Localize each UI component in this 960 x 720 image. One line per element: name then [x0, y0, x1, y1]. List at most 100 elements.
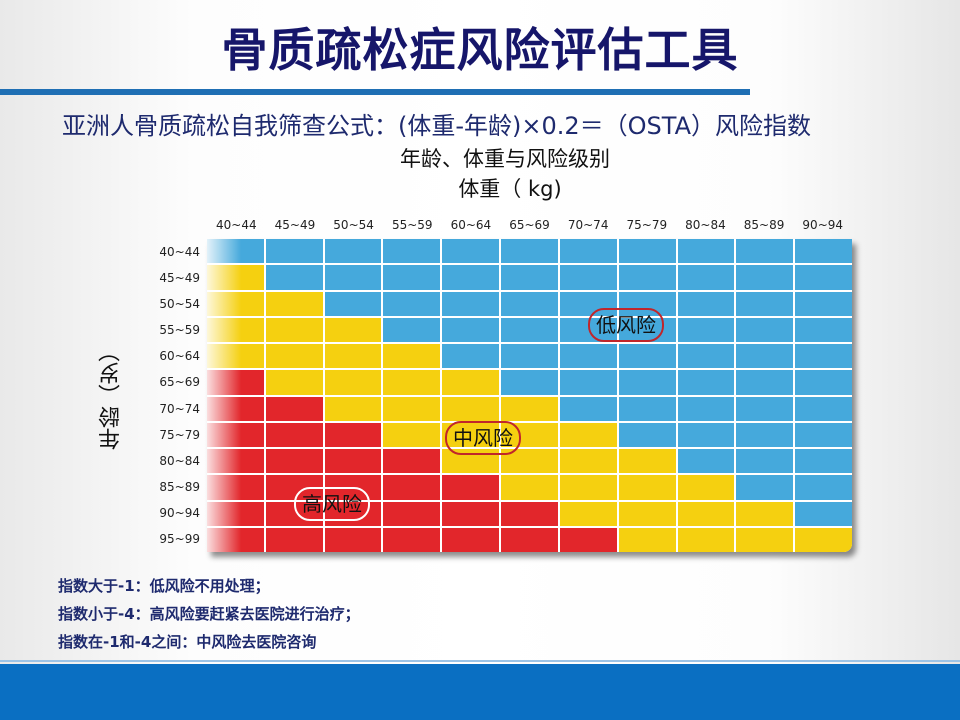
grid-cell-low [618, 239, 676, 264]
grid-cell-low [559, 239, 617, 264]
grid-cell-low [618, 396, 676, 421]
grid-cell-low [383, 291, 441, 316]
grid-cell-high [383, 475, 441, 500]
grid-cell-low [795, 239, 852, 264]
title-divider [0, 89, 750, 95]
grid-cell-mid [677, 475, 735, 500]
grid-cell-high [207, 396, 264, 421]
grid-cell-low [736, 344, 794, 369]
grid-cell-high [383, 527, 441, 552]
grid-cell-low [618, 370, 676, 395]
grid-cell-low [677, 291, 735, 316]
grid-cell-low [736, 317, 794, 342]
grid-cell-low [677, 317, 735, 342]
grid-cell-mid [559, 475, 617, 500]
grid-cell-low [618, 291, 676, 316]
column-header: 85~89 [743, 218, 785, 232]
grid-cell-low [736, 449, 794, 474]
page-title: 骨质疏松症风险评估工具 [221, 23, 739, 77]
grid-cell-mid [383, 344, 441, 369]
column-header: 55~59 [391, 218, 433, 232]
note-high: 指数小于-4：高风险要赶紧去医院进行治疗； [58, 605, 360, 623]
grid-cell-low [618, 317, 676, 342]
grid-cell-mid [383, 422, 441, 447]
row-header: 75~79 [159, 427, 200, 442]
grid-cell-low [736, 370, 794, 395]
grid-cell-mid [324, 344, 382, 369]
grid-cell-low [618, 344, 676, 369]
row-header: 60~64 [159, 349, 200, 364]
high-risk-label: 高风险 [294, 487, 370, 521]
grid-cell-mid [265, 344, 323, 369]
grid-cell-low [795, 396, 852, 421]
grid-cell-low [618, 422, 676, 447]
grid-cell-low [795, 475, 852, 500]
grid-cell-low [559, 396, 617, 421]
grid-cell-low [795, 370, 852, 395]
grid-cell-low [442, 317, 500, 342]
grid-cell-mid [559, 422, 617, 447]
grid-cell-high [324, 501, 382, 526]
grid-cell-mid [618, 475, 676, 500]
grid-cell-low [501, 344, 558, 369]
grid-cell-mid [265, 291, 323, 316]
row-header: 80~84 [159, 453, 200, 468]
column-header: 65~69 [509, 218, 550, 232]
grid-cell-mid [795, 527, 852, 552]
grid-cell-low [795, 291, 852, 316]
grid-cell-low [559, 291, 617, 316]
grid-cell-high [501, 527, 558, 552]
grid-cell-high [324, 422, 382, 447]
grid-cell-low [736, 475, 794, 500]
grid-cell-mid [383, 370, 441, 395]
grid-cell-low [677, 370, 735, 395]
grid-cell-high [501, 501, 558, 526]
grid-cell-mid [736, 501, 794, 526]
grid-cell-low [501, 239, 558, 264]
grid-cell-mid [736, 527, 794, 552]
row-header: 40~44 [159, 245, 200, 259]
grid-cell-mid [559, 501, 617, 526]
grid-cell-high [442, 527, 500, 552]
grid-cell-low [677, 265, 735, 290]
column-header: 90~94 [802, 218, 844, 232]
grid-cell-high [265, 422, 323, 447]
grid-cell-low [559, 344, 617, 369]
note-mid: 指数在-1和-4之间：中风险去医院咨询 [58, 633, 317, 651]
grid-cell-low [677, 422, 735, 447]
row-header: 65~69 [159, 375, 200, 390]
column-header: 70~74 [567, 218, 609, 232]
row-header: 45~49 [159, 271, 200, 286]
grid-cell-low [559, 370, 617, 395]
grid-cell-low [677, 344, 735, 369]
grid-cell-low [677, 449, 735, 474]
footer-line [0, 660, 960, 662]
grid-cell-low [618, 265, 676, 290]
grid-cell-mid [559, 449, 617, 474]
grid-cell-high [442, 475, 500, 500]
row-header: 95~99 [159, 532, 200, 547]
grid-cell-mid [501, 475, 558, 500]
grid-cell-low [383, 317, 441, 342]
grid-cell-mid [677, 527, 735, 552]
grid-cell-high [559, 527, 617, 552]
grid-cell-high [265, 449, 323, 474]
row-header: 85~89 [159, 479, 200, 494]
grid-cell-mid [618, 527, 676, 552]
grid-cell-low [795, 265, 852, 290]
grid-cell-high [207, 527, 264, 552]
formula-text: 亚洲人骨质疏松自我筛查公式：(体重-年龄)×0.2＝（OSTA）风险指数 [62, 112, 812, 140]
grid-cell-mid [207, 317, 264, 342]
grid-cell-mid [442, 396, 500, 421]
grid-cell-low [795, 501, 852, 526]
grid-cell-low [736, 291, 794, 316]
grid-cell-low [265, 239, 323, 264]
grid-cell-mid [265, 317, 323, 342]
column-header: 50~54 [333, 218, 374, 232]
grid-cell-low [795, 317, 852, 342]
grid-cell-high [207, 501, 264, 526]
grid-cell-low [442, 265, 500, 290]
grid-cell-mid [207, 291, 264, 316]
grid-cell-low [736, 239, 794, 264]
